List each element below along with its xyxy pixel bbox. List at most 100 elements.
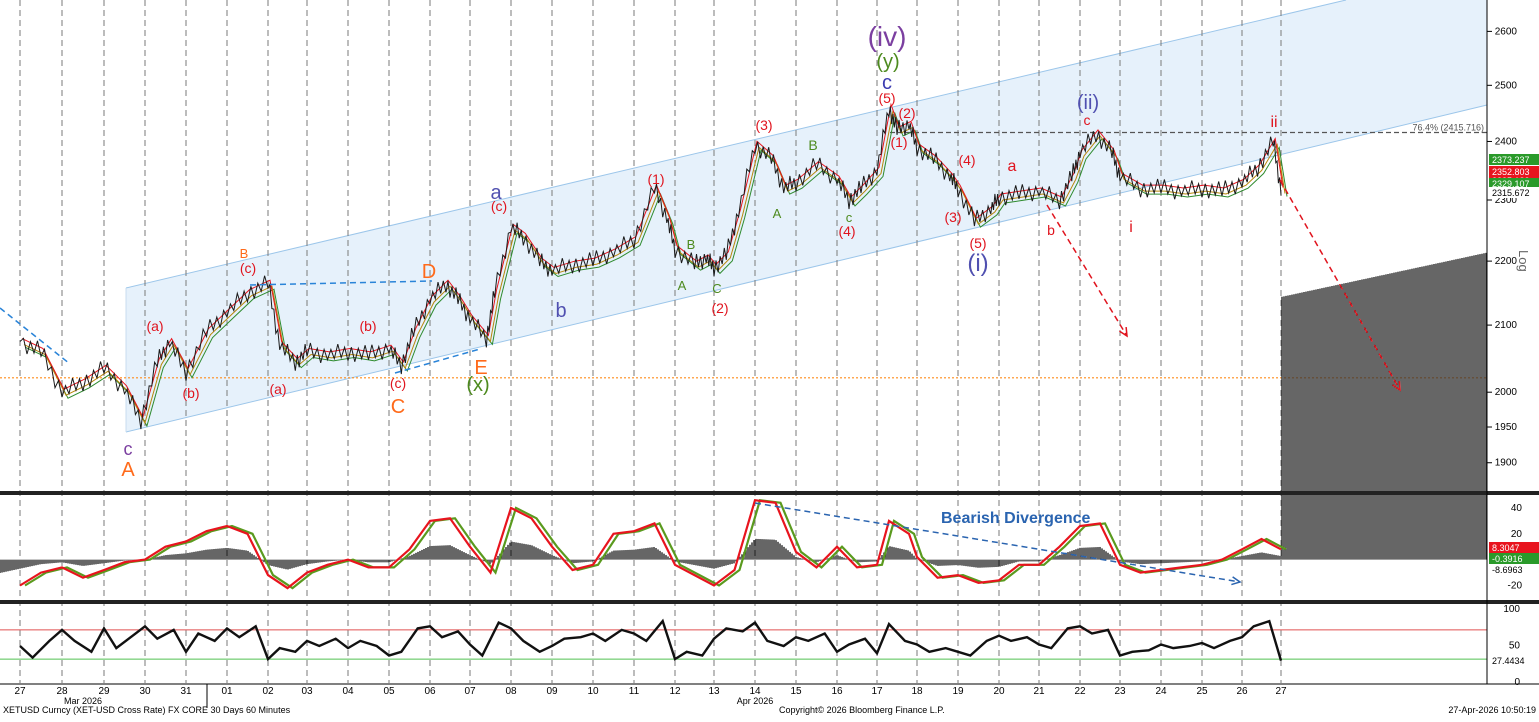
wave-label: (y) bbox=[876, 51, 899, 73]
trendline bbox=[0, 307, 71, 365]
wave-label: (c) bbox=[240, 260, 256, 276]
rsi-badge-label: 27.4434 bbox=[1492, 656, 1525, 666]
x-tick-label: 27 bbox=[14, 686, 26, 697]
y-tick-label: 2100 bbox=[1495, 320, 1518, 331]
ma-fast-line bbox=[21, 102, 1284, 419]
rsi-tick-label: 50 bbox=[1509, 641, 1521, 652]
x-tick-label: 23 bbox=[1114, 686, 1126, 697]
x-tick-label: 12 bbox=[669, 686, 681, 697]
wave-label: (5) bbox=[878, 90, 895, 106]
wave-label: (5) bbox=[969, 235, 986, 251]
x-tick-label: 08 bbox=[505, 686, 517, 697]
x-tick-label: 01 bbox=[221, 686, 233, 697]
y-tick-label: 1900 bbox=[1495, 458, 1518, 469]
macd-badge bbox=[1489, 564, 1539, 575]
footer-right: 27-Apr-2026 10:50:19 bbox=[1448, 705, 1536, 715]
wave-label: (a) bbox=[269, 381, 286, 397]
divergence-arrow bbox=[754, 502, 1241, 583]
macd-tick-label: 40 bbox=[1511, 503, 1523, 514]
macd-line bbox=[19, 498, 1282, 590]
x-tick-label: 05 bbox=[383, 686, 395, 697]
scale-label: Log bbox=[1516, 250, 1531, 272]
y-tick-label: 2600 bbox=[1495, 26, 1518, 37]
y-tick-label: 2200 bbox=[1495, 256, 1518, 267]
wave-label: (i) bbox=[967, 250, 988, 277]
wave-label: b bbox=[1047, 222, 1055, 238]
y-tick-label: 2400 bbox=[1495, 136, 1518, 147]
x-tick-label: 07 bbox=[464, 686, 476, 697]
wave-label: C bbox=[712, 281, 721, 296]
divergence-arrow-head bbox=[1231, 576, 1242, 586]
projection-arrow bbox=[1279, 179, 1401, 391]
macd-signal-line bbox=[24, 498, 1287, 590]
x-tick-label: 11 bbox=[629, 686, 640, 697]
wave-label: (1) bbox=[890, 134, 907, 150]
projection-arrow-head bbox=[1392, 380, 1401, 392]
x-tick-label: 15 bbox=[790, 686, 802, 697]
projection-arrow-head bbox=[1119, 326, 1128, 338]
x-tick-label: 28 bbox=[56, 686, 68, 697]
wave-label: B bbox=[240, 246, 249, 261]
wave-label: C bbox=[391, 396, 405, 418]
x-tick-label: 03 bbox=[301, 686, 313, 697]
trendline bbox=[394, 348, 481, 374]
footer-left: XETUSD Curncy (XET-USD Cross Rate) FX CO… bbox=[3, 705, 291, 715]
wave-label: B bbox=[808, 137, 817, 153]
wave-label: a bbox=[1008, 158, 1017, 175]
x-tick-label: 04 bbox=[342, 686, 354, 697]
month-label: Apr 2026 bbox=[737, 696, 774, 706]
value-badge-label: 2315.672 bbox=[1492, 188, 1530, 198]
y-tick-label: 1950 bbox=[1495, 422, 1518, 433]
wave-label: (2) bbox=[711, 300, 728, 316]
wave-label: c bbox=[124, 439, 133, 459]
x-tick-label: 25 bbox=[1196, 686, 1208, 697]
ma-slow-line bbox=[25, 111, 1288, 428]
macd-badge bbox=[1489, 542, 1539, 553]
wave-label: (c) bbox=[491, 198, 507, 214]
x-tick-label: 24 bbox=[1155, 686, 1167, 697]
level-label: 76.4% (2415.716) bbox=[1412, 122, 1484, 132]
wave-label: A bbox=[121, 459, 135, 481]
value-badge bbox=[1489, 187, 1539, 198]
wave-label: a bbox=[490, 182, 502, 204]
wave-label: A bbox=[678, 278, 687, 293]
wave-label: c bbox=[846, 210, 853, 225]
footer-center: Copyright© 2026 Bloomberg Finance L.P. bbox=[779, 705, 945, 715]
x-tick-label: 14 bbox=[749, 686, 761, 697]
wave-label: (1) bbox=[647, 171, 664, 187]
wave-label: c bbox=[1084, 112, 1091, 128]
wave-label: (3) bbox=[755, 117, 772, 133]
x-tick-label: 19 bbox=[952, 686, 964, 697]
month-label: Mar 2026 bbox=[64, 696, 102, 706]
wave-label: (3) bbox=[944, 209, 961, 225]
x-tick-label: 16 bbox=[831, 686, 843, 697]
y-tick-label: 2000 bbox=[1495, 387, 1518, 398]
y-tick-label: 2300 bbox=[1495, 195, 1518, 206]
value-badge-label: 2373.237 bbox=[1492, 155, 1530, 165]
rsi-badge bbox=[1489, 654, 1539, 666]
wave-label: E bbox=[474, 357, 487, 379]
wave-label: c bbox=[882, 72, 892, 94]
x-tick-label: 10 bbox=[587, 686, 599, 697]
wave-label: i bbox=[1129, 219, 1133, 236]
wave-label: (x) bbox=[466, 374, 489, 396]
wave-label: B bbox=[687, 237, 696, 252]
x-tick-label: 06 bbox=[424, 686, 436, 697]
macd-badge-label: -0.3916 bbox=[1492, 554, 1523, 564]
x-tick-label: 31 bbox=[180, 686, 192, 697]
macd-badge-label: 8.3047 bbox=[1492, 543, 1520, 553]
value-badge-label: 2329.107 bbox=[1492, 179, 1530, 189]
wave-label: b bbox=[555, 300, 566, 322]
macd-annotation: Bearish Divergence bbox=[941, 510, 1091, 527]
wave-label: (ii) bbox=[1077, 92, 1099, 114]
value-badge bbox=[1489, 166, 1539, 177]
wave-label: (c) bbox=[390, 375, 406, 391]
x-tick-label: 18 bbox=[911, 686, 923, 697]
wave-label: (a) bbox=[146, 318, 163, 334]
x-tick-label: 09 bbox=[546, 686, 558, 697]
x-tick-label: 17 bbox=[871, 686, 883, 697]
x-tick-label: 30 bbox=[139, 686, 151, 697]
channel-upper bbox=[125, 0, 1347, 289]
macd-tick-label: -20 bbox=[1508, 580, 1523, 591]
trendline bbox=[249, 280, 433, 286]
